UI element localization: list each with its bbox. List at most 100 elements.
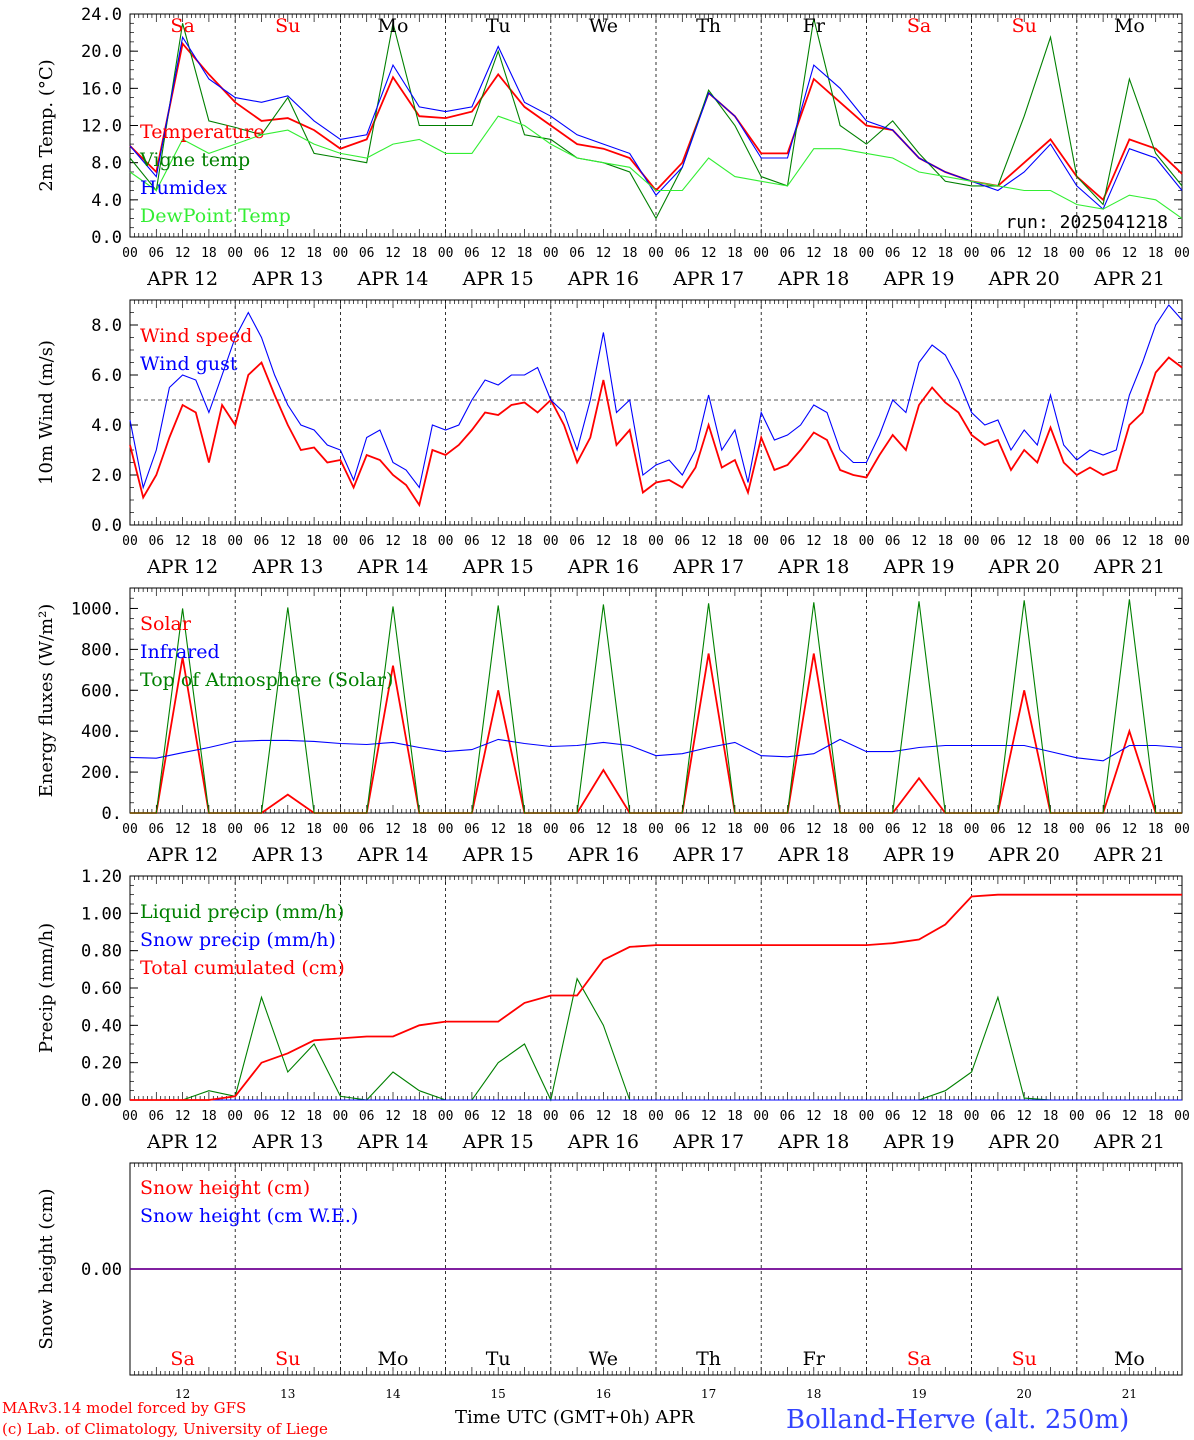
day-number: 12 (175, 1387, 190, 1401)
hour-tick-label: 18 (411, 534, 427, 549)
hour-tick-label: 12 (280, 1109, 296, 1124)
y-axis-label: 10m Wind (m/s) (36, 340, 57, 485)
legend-entry: Humidex (140, 177, 227, 199)
y-tick-label: 12.0 (81, 117, 122, 137)
hour-tick-label: 06 (780, 246, 796, 261)
hour-tick-label: 06 (464, 822, 480, 837)
hour-tick-label: 18 (411, 246, 427, 261)
hour-tick-label: 12 (1122, 822, 1138, 837)
hour-tick-label: 00 (543, 246, 559, 261)
day-name: Su (1012, 15, 1037, 37)
hour-tick-label: 12 (806, 822, 822, 837)
hour-tick-label: 06 (674, 1109, 690, 1124)
y-tick-label: 1.00 (81, 904, 122, 924)
series-line (129, 356, 1183, 508)
hour-tick-label: 18 (306, 1109, 322, 1124)
hour-tick-label: 06 (359, 246, 375, 261)
y-tick-label: 0.20 (81, 1054, 122, 1074)
date-label: APR 18 (777, 844, 849, 866)
day-name: Th (696, 1348, 721, 1370)
date-label: APR 17 (672, 556, 744, 578)
legend-entry: Liquid precip (mm/h) (140, 901, 344, 923)
hour-tick-label: 06 (148, 822, 164, 837)
hour-tick-label: 12 (701, 822, 717, 837)
hour-tick-label: 12 (175, 246, 191, 261)
hour-tick-label: 12 (490, 534, 506, 549)
date-label: APR 13 (251, 268, 323, 290)
legend-entry: Snow height (cm W.E.) (140, 1205, 358, 1227)
hour-tick-label: 06 (990, 1109, 1006, 1124)
hour-tick-label: 00 (1174, 822, 1190, 837)
hour-tick-label: 06 (464, 534, 480, 549)
y-axis-label: Precip (mm/h) (36, 923, 57, 1053)
hour-tick-label: 00 (438, 1109, 454, 1124)
date-label: APR 20 (988, 1131, 1060, 1153)
hour-tick-label: 12 (806, 1109, 822, 1124)
date-label: APR 12 (146, 1131, 218, 1153)
date-label: APR 14 (356, 844, 428, 866)
hour-tick-label: 18 (727, 246, 743, 261)
y-axis-label: 2m Temp. (°C) (36, 59, 57, 191)
hour-tick-label: 18 (622, 534, 638, 549)
day-name: Sa (907, 1348, 931, 1370)
hour-tick-label: 18 (306, 246, 322, 261)
hour-tick-label: 00 (333, 822, 349, 837)
date-label: APR 14 (356, 1131, 428, 1153)
hour-tick-label: 18 (1043, 1109, 1059, 1124)
hour-tick-label: 00 (122, 822, 138, 837)
date-label: APR 16 (567, 844, 639, 866)
y-tick-label: 1000. (71, 599, 122, 619)
legend-entry: Temperature (140, 121, 264, 143)
date-label: APR 21 (1093, 556, 1165, 578)
panel-4: 0.00 0.20 0.40 0.60 0.80 1.00 1.20 Precip (mm/h… (36, 867, 1190, 1153)
hour-tick-label: 12 (701, 1109, 717, 1124)
legend-entry: Snow precip (mm/h) (140, 929, 336, 951)
legend-entry: Top of Atmosphere (Solar) (140, 669, 393, 691)
series-line (130, 599, 1182, 814)
y-tick-label: 8.0 (91, 316, 122, 336)
day-name: Mo (378, 1348, 409, 1370)
hour-tick-label: 00 (964, 246, 980, 261)
panel-1: 0.0 4.0 8.0 12.0 16.0 20.0 24.0 2m Temp. (°C) Te… (36, 5, 1190, 290)
day-name: Th (696, 15, 721, 37)
hour-tick-label: 00 (1069, 534, 1085, 549)
date-label: APR 18 (777, 268, 849, 290)
panel-frame (129, 299, 1183, 526)
hour-tick-label: 06 (254, 534, 270, 549)
hour-tick-label: 12 (1122, 1109, 1138, 1124)
hour-tick-label: 18 (937, 1109, 953, 1124)
hour-tick-label: 06 (674, 534, 690, 549)
hour-tick-label: 06 (885, 246, 901, 261)
hour-tick-label: 18 (832, 822, 848, 837)
hour-tick-label: 06 (148, 1109, 164, 1124)
hour-tick-label: 18 (832, 534, 848, 549)
y-tick-label: 800. (81, 640, 122, 660)
legend-entry: Wind gust (140, 353, 238, 375)
panel-frame (129, 13, 1183, 238)
hour-tick-label: 12 (911, 1109, 927, 1124)
hour-tick-label: 00 (648, 534, 664, 549)
hour-tick-label: 18 (937, 822, 953, 837)
hour-tick-label: 06 (359, 1109, 375, 1124)
date-label: APR 21 (1093, 268, 1165, 290)
legend-entry: Snow height (cm) (140, 1177, 310, 1199)
date-label: APR 13 (251, 556, 323, 578)
hour-tick-label: 12 (490, 822, 506, 837)
date-label: APR 19 (882, 1131, 954, 1153)
hour-tick-label: 12 (1122, 246, 1138, 261)
date-label: APR 19 (882, 268, 954, 290)
series-line (129, 35, 1183, 211)
day-name: Fr (803, 1348, 826, 1370)
series-line (129, 18, 1183, 220)
panel-3: 0. 200. 400. 600. 800. 1000. Energy fluxes (W/… (36, 587, 1190, 866)
y-tick-label: 4.0 (91, 191, 122, 211)
hour-tick-label: 18 (201, 534, 217, 549)
hour-tick-label: 06 (674, 822, 690, 837)
hour-tick-label: 12 (280, 246, 296, 261)
hour-tick-label: 12 (385, 1109, 401, 1124)
hour-tick-label: 06 (780, 822, 796, 837)
hour-tick-label: 00 (438, 534, 454, 549)
day-name: Tu (486, 15, 511, 37)
hour-tick-label: 00 (227, 534, 243, 549)
day-number: 17 (701, 1387, 716, 1401)
